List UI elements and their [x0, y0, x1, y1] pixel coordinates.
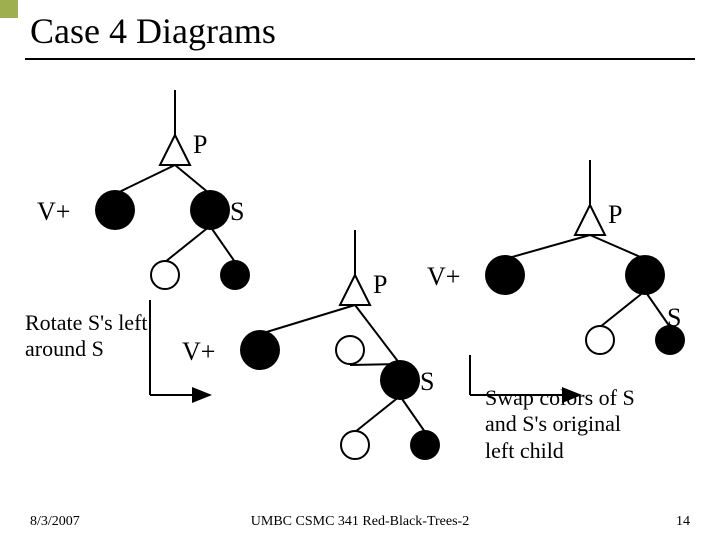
step2-text: Swap colors of Sand S's originalleft chi…: [485, 385, 635, 464]
node-label: P: [373, 270, 387, 300]
black-node: [485, 255, 525, 295]
node-label: V+: [37, 197, 70, 227]
node-label: P: [608, 200, 622, 230]
black-node: [410, 430, 440, 460]
footer-date: 8/3/2007: [30, 514, 80, 530]
node-label: S: [230, 197, 244, 227]
step1-text: Rotate S's leftaround S: [25, 310, 148, 363]
black-node: [220, 260, 250, 290]
corner-accent: [0, 0, 18, 18]
black-node: [95, 190, 135, 230]
white-node: [585, 325, 615, 355]
white-node: [335, 335, 365, 365]
white-node: [150, 260, 180, 290]
footer-center: UMBC CSMC 341 Red-Black-Trees-2: [251, 514, 469, 530]
black-node: [190, 190, 230, 230]
title-underline: [25, 58, 695, 60]
node-label: S: [420, 367, 434, 397]
black-node: [625, 255, 665, 295]
white-node: [340, 430, 370, 460]
node-label: P: [193, 130, 207, 160]
black-node: [655, 325, 685, 355]
black-node: [380, 360, 420, 400]
slide-title: Case 4 Diagrams: [30, 10, 276, 52]
node-label: V+: [427, 262, 460, 292]
black-node: [240, 330, 280, 370]
node-label: V+: [182, 337, 215, 367]
footer-page: 14: [676, 514, 690, 530]
